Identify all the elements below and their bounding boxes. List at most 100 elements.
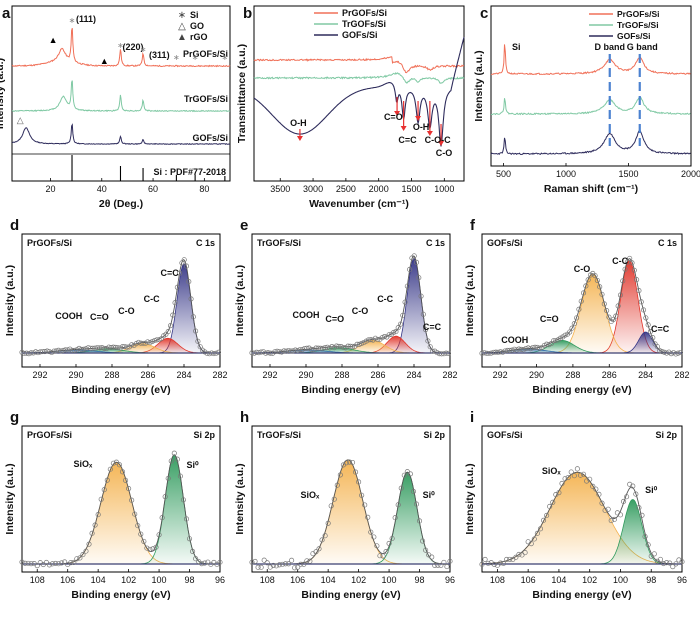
panel-letter-f: f	[470, 217, 476, 234]
raw-data-point	[186, 536, 193, 542]
raw-data-point	[605, 506, 611, 512]
raw-data-point	[617, 292, 624, 298]
raw-data-point	[213, 350, 219, 356]
raw-data-point	[215, 349, 222, 355]
raw-data-point	[316, 546, 322, 552]
raw-data-point	[28, 561, 34, 567]
annotation: G band	[627, 42, 658, 52]
core-level-label: C 1s	[658, 238, 677, 248]
raw-data-point	[71, 559, 77, 566]
raw-data-point	[486, 350, 492, 357]
raw-data-point	[282, 561, 289, 567]
raw-data-point	[288, 348, 294, 354]
raw-data-point	[537, 526, 544, 532]
sample-label: TrGOFs/Si	[257, 238, 301, 248]
raw-data-point	[613, 313, 619, 319]
y-axis-label: Intensity (a.u.)	[4, 463, 16, 534]
raw-data-point	[416, 518, 423, 524]
annotation: C=C	[398, 135, 417, 145]
raw-data-point	[627, 255, 633, 261]
raw-data-point	[25, 560, 31, 566]
raw-data-point	[80, 552, 86, 558]
raw-data-point	[567, 329, 573, 335]
x-tick-label: 286	[140, 370, 155, 380]
raw-data-point	[52, 560, 59, 566]
raw-data-point	[320, 345, 326, 351]
raw-data-point	[429, 554, 435, 560]
raw-data-point	[516, 551, 522, 558]
raw-data-point	[115, 345, 121, 351]
raw-data-point	[356, 341, 362, 347]
raw-data-point	[657, 347, 663, 354]
raw-data-point	[162, 494, 168, 500]
raw-data-point	[249, 559, 255, 565]
xrd-curve-2	[12, 80, 231, 113]
raw-data-point	[19, 559, 25, 565]
raw-data-point	[562, 476, 568, 482]
raw-data-point	[170, 312, 176, 318]
arrow-head	[426, 131, 433, 136]
raw-data-point	[534, 530, 540, 536]
raw-data-point	[68, 560, 74, 566]
raw-data-point	[636, 505, 642, 511]
raw-data-point	[74, 556, 80, 562]
raw-data-point	[639, 512, 645, 518]
raw-data-point	[544, 512, 550, 519]
raw-data-point	[601, 301, 607, 307]
sample-label: PrGOFs/Si	[27, 238, 72, 248]
raw-data-point	[147, 546, 153, 552]
raw-data-point	[429, 348, 436, 354]
panel-g-frame	[21, 425, 221, 573]
peak-label: C=O	[540, 314, 559, 324]
raw-data-point	[292, 565, 298, 571]
raw-data-point	[313, 549, 319, 555]
raw-data-point	[622, 266, 628, 272]
raw-data-point	[507, 556, 513, 562]
raw-data-point	[58, 348, 64, 354]
raw-data-point	[583, 283, 589, 289]
raw-data-point	[270, 562, 276, 568]
raw-data-point	[156, 337, 162, 343]
raw-data-point	[537, 345, 543, 351]
xrd-curve-1	[11, 27, 231, 68]
raw-data-point	[585, 277, 591, 283]
raw-data-point	[359, 492, 365, 498]
x-tick-label: 2500	[336, 184, 356, 194]
raw-data-point	[620, 498, 627, 505]
raw-data-point	[640, 307, 647, 313]
raw-data-point	[513, 554, 519, 560]
xrd-curve-3	[11, 123, 231, 146]
raw-data-point	[116, 462, 123, 468]
rgo-peak-marker: ▲	[100, 56, 109, 66]
raw-data-point	[177, 473, 183, 479]
raw-data-point	[571, 321, 577, 327]
raw-data-point	[22, 560, 28, 566]
raw-data-point	[546, 342, 552, 348]
x-tick-label: 292	[493, 370, 508, 380]
raw-data-point	[562, 332, 568, 338]
core-level-label: C 1s	[426, 238, 445, 248]
x-tick-label: 286	[370, 370, 385, 380]
raman-curve-3	[490, 129, 691, 156]
x-tick-label: 2000	[681, 169, 700, 179]
raw-data-point	[159, 515, 165, 521]
raw-data-point	[550, 499, 556, 505]
raw-data-point	[629, 260, 635, 266]
panel-h-frame	[251, 425, 451, 573]
raw-data-point	[423, 327, 429, 333]
raw-data-point	[171, 450, 177, 456]
raw-data-point	[295, 348, 301, 354]
raw-data-point	[411, 253, 417, 259]
raw-data-point	[346, 459, 353, 465]
raw-data-point	[197, 344, 203, 350]
raw-data-point	[334, 482, 340, 488]
raw-data-point	[276, 562, 282, 568]
panel-letter-b: b	[243, 5, 252, 22]
annotation: O-H	[413, 122, 430, 132]
raw-data-point	[101, 345, 107, 351]
raw-data-point	[141, 538, 147, 544]
raw-data-point	[568, 469, 574, 475]
raw-data-point	[596, 491, 602, 497]
x-tick-label: 96	[445, 575, 455, 585]
panel-letter-g: g	[10, 409, 19, 426]
